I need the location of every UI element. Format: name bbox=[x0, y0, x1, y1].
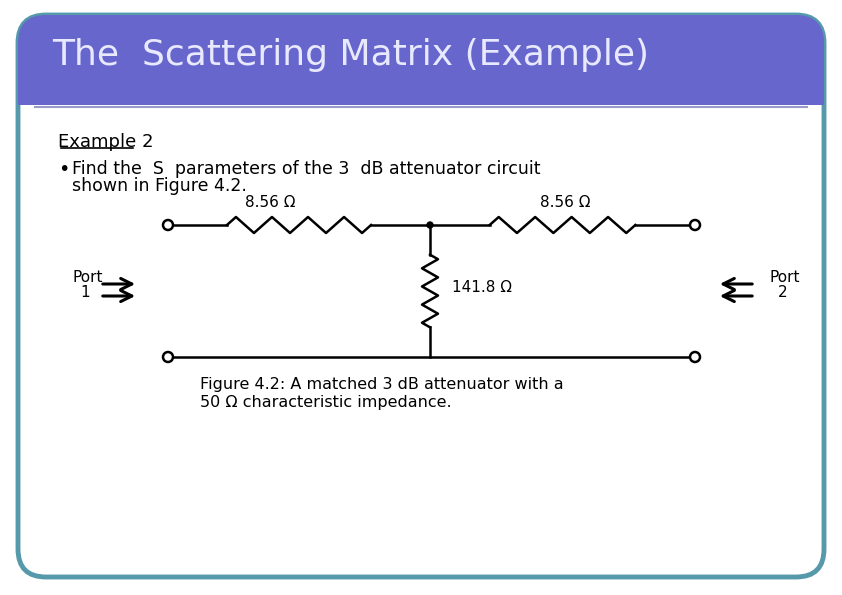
Text: shown in Figure 4.2.: shown in Figure 4.2. bbox=[72, 177, 247, 195]
Text: 8.56 Ω: 8.56 Ω bbox=[245, 195, 296, 210]
Text: 50 Ω characteristic impedance.: 50 Ω characteristic impedance. bbox=[200, 395, 451, 410]
Text: 8.56 Ω: 8.56 Ω bbox=[540, 195, 590, 210]
Text: Figure 4.2: A matched 3 dB attenuator with a: Figure 4.2: A matched 3 dB attenuator wi… bbox=[200, 377, 563, 392]
Bar bbox=[18, 75, 824, 105]
Circle shape bbox=[690, 352, 700, 362]
Circle shape bbox=[163, 352, 173, 362]
Text: •: • bbox=[58, 160, 69, 179]
FancyBboxPatch shape bbox=[18, 15, 824, 577]
Circle shape bbox=[427, 222, 433, 228]
Text: The  Scattering Matrix (Example): The Scattering Matrix (Example) bbox=[52, 38, 649, 72]
Circle shape bbox=[690, 220, 700, 230]
FancyBboxPatch shape bbox=[18, 15, 824, 105]
Text: Find the  S  parameters of the 3  dB attenuator circuit: Find the S parameters of the 3 dB attenu… bbox=[72, 160, 541, 178]
Text: Port: Port bbox=[73, 270, 104, 284]
Text: 141.8 Ω: 141.8 Ω bbox=[452, 280, 512, 295]
Circle shape bbox=[163, 220, 173, 230]
Text: 2: 2 bbox=[778, 284, 787, 299]
Text: Port: Port bbox=[770, 270, 801, 284]
Text: 1: 1 bbox=[80, 284, 89, 299]
Text: Example 2: Example 2 bbox=[58, 133, 153, 151]
